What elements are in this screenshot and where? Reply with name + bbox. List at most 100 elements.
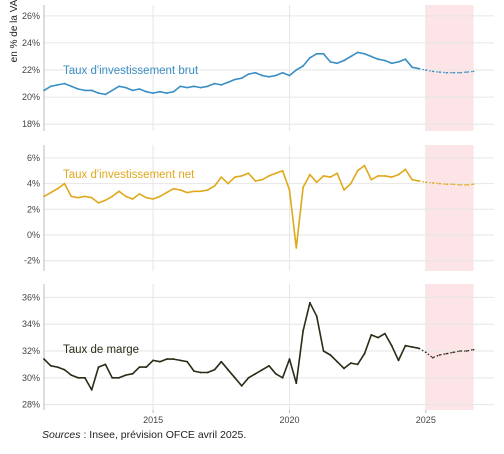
bottom-data-point <box>404 344 407 347</box>
middle-data-point <box>309 173 311 176</box>
y-axis-label: en % de la VA <box>9 0 20 62</box>
top-data-point <box>356 51 359 54</box>
top-data-point <box>363 52 366 55</box>
top-data-point <box>124 86 127 89</box>
middle-data-point <box>356 169 359 172</box>
top-data-point <box>165 92 168 94</box>
bottom-data-point <box>179 359 182 362</box>
bottom-data-point <box>152 359 154 362</box>
bottom-data-point <box>172 358 175 360</box>
top-data-point <box>63 82 66 85</box>
bottom-data-point <box>274 372 277 375</box>
middle-data-point <box>261 178 264 181</box>
top-forecast-point <box>431 70 434 73</box>
middle-data-point <box>288 189 291 191</box>
top-forecast-point <box>425 69 427 71</box>
bottom-series-line <box>43 301 420 391</box>
bottom-ytick-label: 28% <box>22 400 40 410</box>
middle-data-point <box>295 246 298 249</box>
top-data-point <box>404 58 407 61</box>
middle-data-point <box>227 182 229 185</box>
top-data-point <box>288 74 291 77</box>
bottom-data-point <box>356 363 359 366</box>
middle-forecast-point <box>418 180 420 182</box>
bottom-ytick-label: 34% <box>22 319 40 329</box>
bottom-data-point <box>343 367 345 370</box>
middle-data-point <box>131 198 134 200</box>
middle-data-point <box>302 186 304 189</box>
bottom-forecast-point <box>472 348 475 351</box>
bottom-data-point <box>329 354 332 356</box>
top-data-point <box>343 59 345 62</box>
bottom-data-point <box>240 384 243 387</box>
bottom-data-point <box>302 330 304 332</box>
top-data-point <box>193 85 195 88</box>
top-data-point <box>295 69 298 71</box>
top-data-point <box>336 62 339 65</box>
top-ytick-label: 26% <box>22 11 40 21</box>
bottom-data-point <box>111 376 114 379</box>
bottom-series-label: Taux de marge <box>63 344 139 356</box>
bottom-ytick-label: 30% <box>22 373 40 383</box>
top-data-point <box>145 90 148 93</box>
bottom-data-point <box>390 344 393 347</box>
top-forecast-point <box>472 70 475 73</box>
middle-data-point <box>349 182 352 185</box>
top-data-point <box>234 78 236 81</box>
middle-forecast-point <box>459 184 461 186</box>
bottom-data-point <box>377 336 379 339</box>
bottom-data-point <box>288 358 291 360</box>
middle-series-label: Taux d'investissement net <box>63 169 195 181</box>
bottom-data-point <box>193 370 195 373</box>
xtick-label: 2015 <box>143 415 163 425</box>
top-data-point <box>131 89 134 92</box>
top-data-point <box>138 88 141 90</box>
bottom-data-point <box>104 363 107 366</box>
bottom-data-point <box>370 334 373 336</box>
top-data-point <box>152 92 154 94</box>
middle-data-point <box>281 169 284 172</box>
middle-data-point <box>70 195 73 198</box>
middle-ytick-label: 4% <box>27 179 40 189</box>
top-data-point <box>309 56 311 59</box>
bottom-ytick-label: 36% <box>22 292 40 302</box>
bottom-data-point <box>268 364 270 367</box>
top-data-point <box>240 77 243 80</box>
middle-data-point <box>268 174 270 177</box>
middle-data-point <box>90 196 93 199</box>
middle-data-point <box>179 189 182 191</box>
top-forecast-band <box>425 5 474 131</box>
top-data-point <box>329 61 332 63</box>
bottom-forecast-band <box>425 284 474 410</box>
top-data-point <box>186 86 189 89</box>
bottom-data-point <box>131 372 134 375</box>
xtick-label: 2020 <box>279 415 299 425</box>
middle-forecast-point <box>431 182 434 184</box>
middle-data-point <box>240 174 243 177</box>
bottom-forecast-point <box>438 354 441 356</box>
bottom-data-point <box>97 366 100 369</box>
middle-data-point <box>370 178 373 181</box>
bottom-forecast-point <box>425 351 427 354</box>
bottom-data-point <box>261 368 264 371</box>
bottom-data-point <box>84 376 86 379</box>
bottom-data-point <box>77 376 79 379</box>
middle-data-point <box>56 187 59 190</box>
bottom-data-point <box>63 368 66 371</box>
bottom-forecast-point <box>445 352 448 355</box>
bottom-data-point <box>295 382 298 385</box>
top-forecast-point <box>459 71 461 74</box>
middle-data-point <box>213 185 216 188</box>
bottom-data-point <box>247 376 250 379</box>
top-data-point <box>90 89 93 92</box>
bottom-data-point <box>199 371 202 374</box>
top-forecast-point <box>465 71 468 73</box>
bottom-data-point <box>49 364 52 367</box>
middle-data-point <box>384 174 386 177</box>
top-data-point <box>49 85 52 88</box>
middle-data-point <box>193 190 195 193</box>
middle-data-point <box>411 178 414 181</box>
middle-forecast-point <box>425 181 427 184</box>
top-forecast-point <box>418 67 420 70</box>
bottom-data-point <box>56 366 59 369</box>
